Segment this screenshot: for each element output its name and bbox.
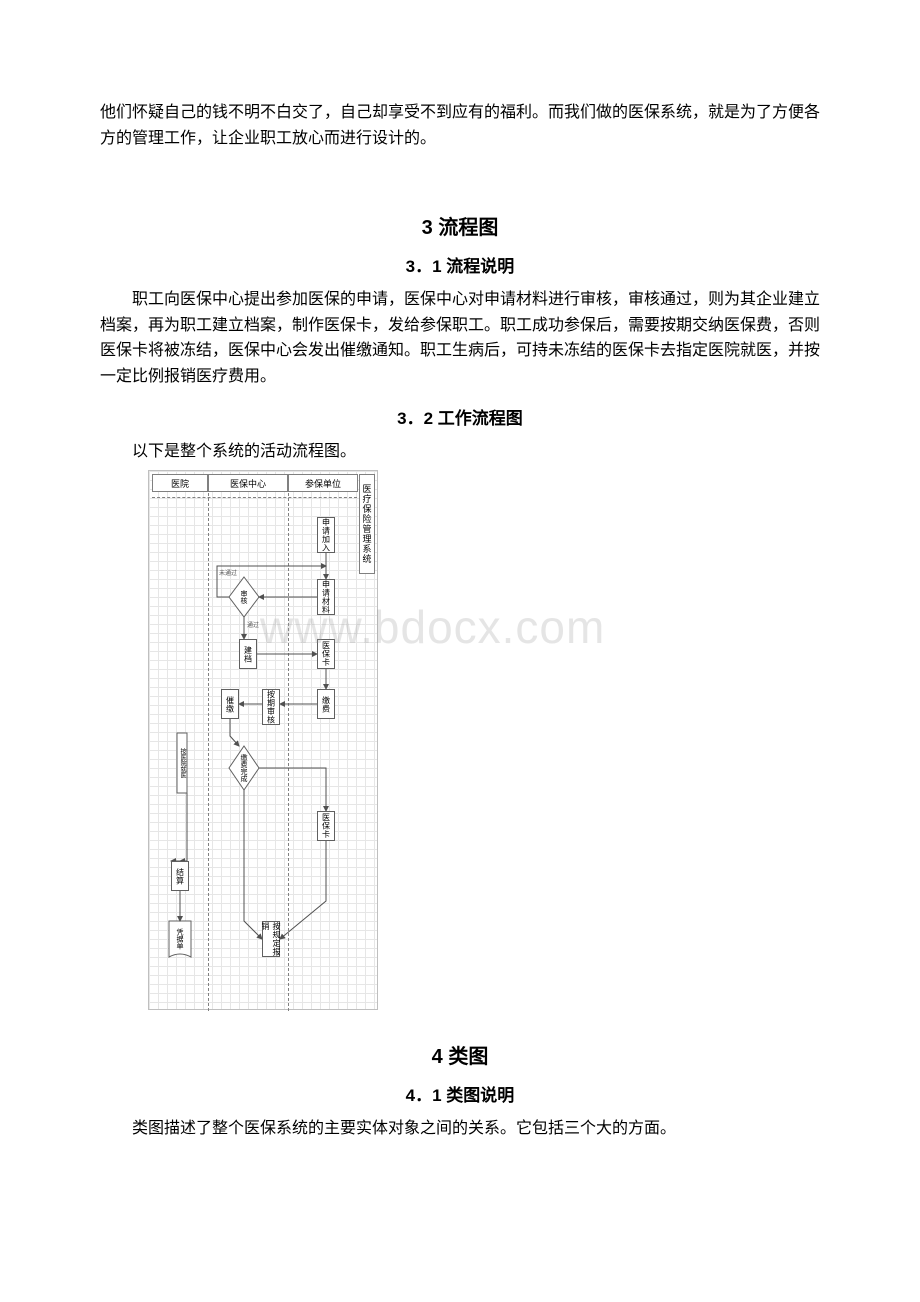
flowchart-node: 申请加入 bbox=[317, 517, 335, 553]
flowchart-node: 按规定报销 bbox=[262, 921, 280, 957]
section-3-2-paragraph: 以下是整个系统的活动流程图。 bbox=[100, 439, 820, 465]
svg-text:通过: 通过 bbox=[247, 621, 259, 629]
flowchart-node: 缴费 bbox=[317, 689, 335, 719]
flowchart-node: 催缴 bbox=[221, 689, 239, 719]
section-3-title: 3 流程图 bbox=[100, 211, 820, 240]
flowchart-node: 按期审核 bbox=[262, 689, 280, 725]
svg-text:审核: 审核 bbox=[240, 589, 248, 605]
section-3-1-title: 3．1 流程说明 bbox=[100, 252, 820, 277]
svg-text:缴费完成: 缴费完成 bbox=[240, 753, 248, 783]
flowchart-diagram: 医院医保中心参保单位医疗保险管理系统审核缴费完成按医院就医凭据单通过未通过申请加… bbox=[148, 470, 378, 1010]
flowchart-container: 医院医保中心参保单位医疗保险管理系统审核缴费完成按医院就医凭据单通过未通过申请加… bbox=[148, 470, 820, 1010]
section-3-1-paragraph: 职工向医保中心提出参加医保的申请，医保中心对申请材料进行审核，审核通过，则为其企… bbox=[100, 287, 820, 389]
flowchart-node: 结算 bbox=[171, 861, 189, 891]
svg-text:未通过: 未通过 bbox=[219, 569, 237, 577]
section-4-1-title: 4．1 类图说明 bbox=[100, 1081, 820, 1106]
flowchart-node: 建档 bbox=[239, 639, 257, 669]
intro-paragraph: 他们怀疑自己的钱不明不白交了，自己却享受不到应有的福利。而我们做的医保系统，就是… bbox=[100, 100, 820, 151]
section-4-title: 4 类图 bbox=[100, 1040, 820, 1069]
section-3-2-title: 3．2 工作流程图 bbox=[100, 404, 820, 429]
flowchart-node: 医保卡 bbox=[317, 811, 335, 841]
svg-text:凭据单: 凭据单 bbox=[176, 928, 184, 951]
svg-text:按医院就医: 按医院就医 bbox=[179, 747, 186, 778]
watermark-text: www.bdocx.com bbox=[260, 600, 605, 654]
section-4-1-paragraph: 类图描述了整个医保系统的主要实体对象之间的关系。它包括三个大的方面。 bbox=[100, 1116, 820, 1142]
